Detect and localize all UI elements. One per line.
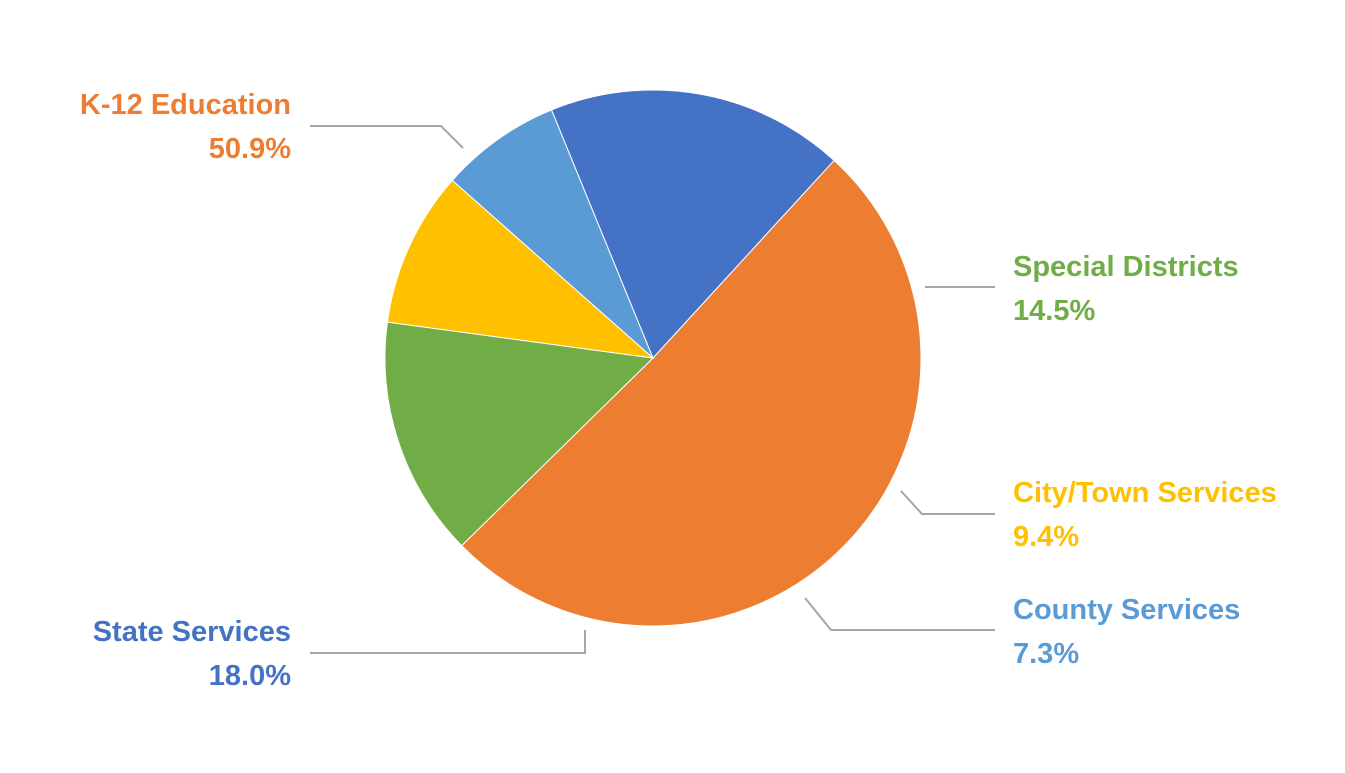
data-label-percent: 7.3%: [1013, 638, 1079, 670]
data-label-category: City/Town Services: [1013, 477, 1277, 509]
data-label-category: Special Districts: [1013, 251, 1239, 283]
data-label-category: State Services: [93, 616, 291, 648]
data-label-percent: 14.5%: [1013, 295, 1095, 327]
pie-slice-city-town-services: [386, 179, 655, 359]
leader-line: [310, 630, 586, 654]
pie-slice-state-services: [550, 89, 835, 359]
data-label-percent: 18.0%: [209, 660, 291, 692]
data-labels-layer: K-12 Education 50.9% Special Districts 14.5…: [80, 89, 1277, 692]
data-label-category: K-12 Education: [80, 89, 291, 121]
pie-slice-county-services: [451, 109, 654, 359]
leader-line: [900, 490, 995, 515]
leader-line: [310, 125, 464, 149]
leader-lines-layer: [310, 125, 995, 654]
data-label-category: County Services: [1013, 594, 1240, 626]
pie-slice-k-12-education: [460, 159, 922, 627]
pie-slice-special-districts: [384, 321, 655, 547]
slices-layer: [384, 89, 922, 627]
data-label-percent: 9.4%: [1013, 521, 1079, 553]
leader-line: [804, 597, 995, 631]
data-label-percent: 50.9%: [209, 133, 291, 165]
